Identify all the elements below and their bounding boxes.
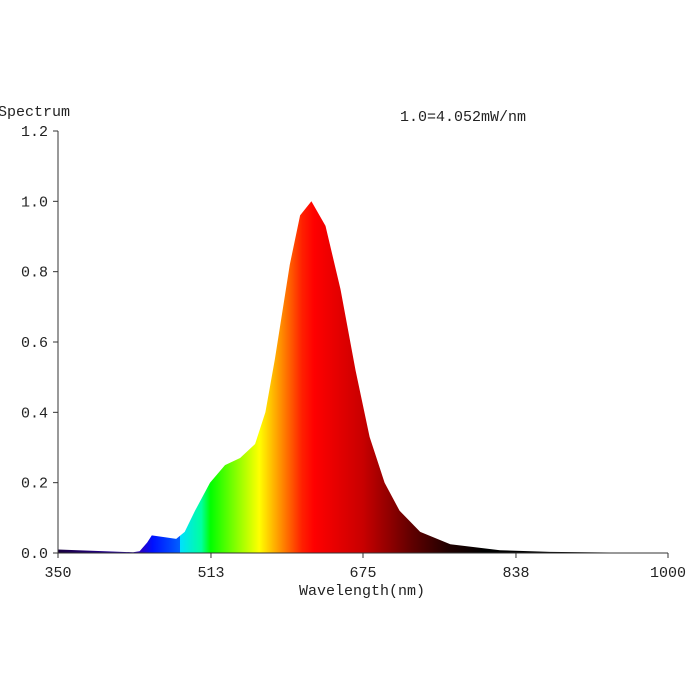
y-axis-label: Spectrum: [0, 104, 70, 121]
scale-annotation: 1.0=4.052mW/nm: [400, 109, 526, 126]
x-tick-label: 675: [349, 565, 376, 582]
x-axis-label: Wavelength(nm): [299, 583, 425, 600]
y-tick-label: 0.4: [21, 405, 48, 422]
x-tick-label: 350: [44, 565, 71, 582]
y-tick-label: 0.0: [21, 546, 48, 563]
x-tick-label: 838: [502, 565, 529, 582]
y-tick-label: 0.6: [21, 335, 48, 352]
y-tick-label: 1.2: [21, 124, 48, 141]
spectrum-area: [58, 201, 668, 554]
y-tick-label: 1.0: [21, 194, 48, 211]
y-tick-label: 0.8: [21, 265, 48, 282]
x-tick-label: 513: [197, 565, 224, 582]
x-tick-label: 1000: [650, 565, 686, 582]
y-tick-label: 0.2: [21, 476, 48, 493]
